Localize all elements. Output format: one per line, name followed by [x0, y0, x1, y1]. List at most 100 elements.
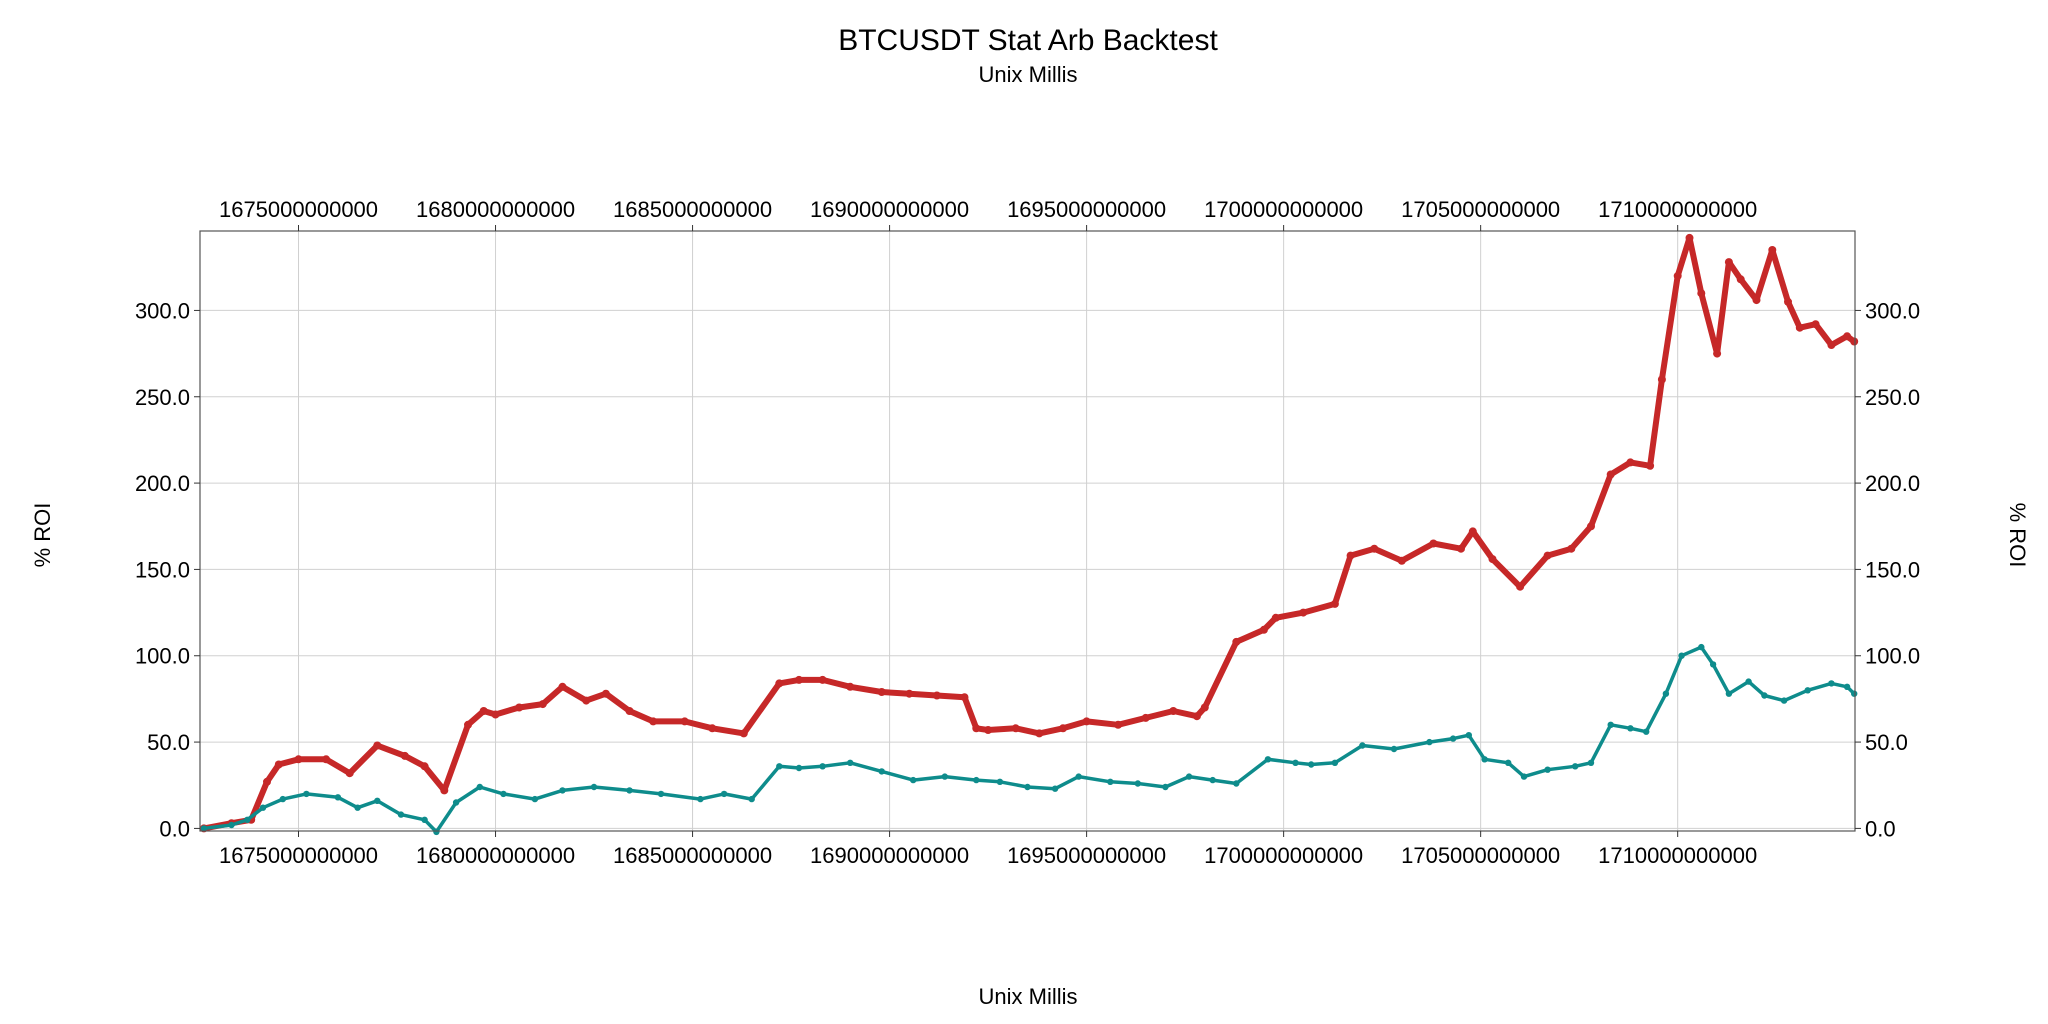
series-0-point: [1259, 625, 1268, 634]
series-1-point: [1449, 735, 1457, 742]
series-0-point: [400, 751, 409, 760]
x-tick-label-top: 1705000000000: [1401, 197, 1560, 222]
series-line-0: [200, 234, 1858, 832]
x-tick-label-bottom: 1705000000000: [1401, 843, 1560, 868]
series-1-point: [1264, 756, 1272, 763]
series-1-point: [1761, 692, 1768, 699]
series-1-point: [776, 763, 783, 770]
y-axis-label-left: % ROI: [30, 503, 55, 568]
series-1-point: [590, 783, 598, 791]
series-0-point: [680, 717, 689, 726]
series-0-point: [708, 724, 717, 733]
series-0-point: [1724, 258, 1733, 267]
series-0-point: [972, 724, 981, 733]
series-0-point: [1685, 233, 1694, 242]
series-1-point: [244, 816, 251, 823]
y-tick-label-left: 0.0: [159, 816, 190, 841]
series-0-point: [1713, 349, 1722, 358]
x-tick-label-top: 1690000000000: [810, 197, 969, 222]
series-1-point: [1051, 785, 1059, 792]
x-tick-label-top: 1685000000000: [613, 197, 772, 222]
series-1-point: [973, 776, 980, 784]
x-axis-label: Unix Millis: [979, 984, 1078, 1009]
series-0-point: [263, 777, 271, 786]
x-tick-label-bottom: 1700000000000: [1204, 843, 1363, 868]
series-1-point: [1678, 652, 1685, 659]
series-1-point: [910, 776, 917, 784]
series-group: [199, 233, 1859, 836]
series-0-point: [1488, 555, 1497, 564]
series-0-point: [1850, 337, 1859, 346]
series-0-point: [322, 755, 331, 764]
series-1-point: [1505, 759, 1512, 766]
y-tick-label-right: 0.0: [1865, 816, 1896, 841]
series-1-point: [1643, 728, 1650, 735]
series-0-point: [1059, 724, 1067, 733]
y-tick-label-left: 200.0: [135, 471, 190, 496]
series-0-point: [294, 755, 303, 764]
series-1-point: [1627, 725, 1634, 732]
x-tick-label-bottom: 1695000000000: [1007, 843, 1166, 868]
series-0-point: [345, 769, 354, 778]
series-1-point: [941, 773, 948, 780]
series-0-point: [795, 675, 803, 684]
series-0-point: [1346, 551, 1355, 560]
series-1-point: [279, 795, 286, 803]
series-0-point: [479, 707, 488, 715]
series-1-point: [819, 763, 826, 770]
series-1-point: [1107, 778, 1114, 785]
series-0-point: [1697, 289, 1706, 298]
series-1-point: [531, 795, 539, 803]
series-1-point: [1607, 721, 1614, 728]
series-0-point: [739, 729, 748, 738]
series-0-point: [932, 691, 941, 700]
series-1-point: [1662, 690, 1670, 697]
series-1-point: [1828, 680, 1835, 687]
x-tick-label-bottom: 1690000000000: [810, 843, 969, 868]
y-tick-label-left: 100.0: [135, 644, 190, 669]
y-tick-label-right: 150.0: [1865, 557, 1920, 582]
series-1-point: [720, 790, 728, 798]
series-0-point: [274, 760, 283, 769]
x-tick-label-top: 1695000000000: [1007, 197, 1166, 222]
x-tick-label-bottom: 1680000000000: [416, 843, 575, 868]
series-0-point: [1035, 729, 1044, 738]
series-1-point: [374, 797, 381, 804]
series-0-point: [515, 703, 524, 712]
x-tick-label-top: 1680000000000: [416, 197, 575, 222]
series-0-point: [1457, 544, 1465, 553]
series-0-point: [960, 693, 969, 702]
series-1-point: [452, 799, 460, 806]
series-1-point: [1162, 783, 1169, 791]
series-0-point: [1567, 544, 1576, 553]
y-tick-label-right: 50.0: [1865, 730, 1908, 755]
series-0-point: [877, 688, 886, 696]
series-0-point: [984, 726, 993, 734]
series-0-point: [1752, 296, 1761, 305]
series-1-point: [354, 804, 361, 811]
series-1-point: [303, 790, 310, 798]
y-tick-label-right: 250.0: [1865, 385, 1920, 410]
series-1-point: [1233, 780, 1240, 787]
y-tick-label-right: 300.0: [1865, 298, 1920, 323]
series-1-point: [1520, 773, 1528, 780]
series-1-point: [1390, 745, 1398, 753]
series-0-point: [1784, 297, 1792, 306]
series-0-point: [818, 675, 827, 684]
series-0-point: [1543, 551, 1552, 560]
series-1-point: [795, 764, 803, 772]
series-1-point: [1698, 643, 1705, 651]
series-1-point: [878, 768, 885, 775]
series-1-point: [657, 790, 665, 798]
y-tick-label-left: 250.0: [135, 385, 190, 410]
series-1-point: [996, 778, 1004, 785]
series-1-point: [1725, 690, 1733, 697]
x-tick-label-bottom: 1710000000000: [1598, 843, 1757, 868]
series-1-point: [697, 795, 704, 803]
series-1-point: [1587, 759, 1595, 766]
series-0-point: [1587, 522, 1595, 531]
y-tick-label-left: 300.0: [135, 298, 190, 323]
series-1-point: [1804, 687, 1811, 694]
series-1-point: [626, 787, 633, 794]
series-1-point: [1308, 761, 1315, 768]
